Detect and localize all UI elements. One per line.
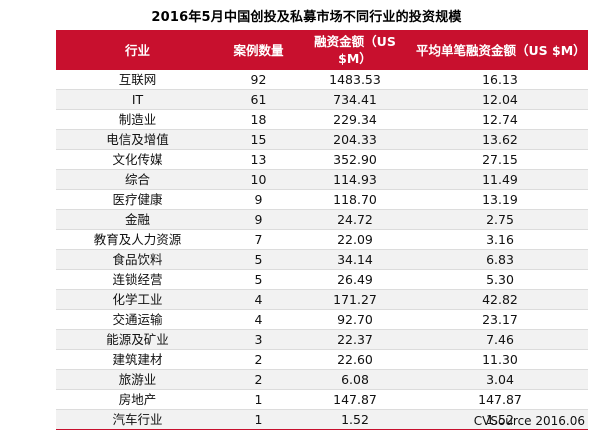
avg-amount-cell: 5.30 — [412, 269, 588, 290]
amount-cell: 1483.53 — [298, 70, 412, 90]
industry-cell: 电信及增值 — [56, 129, 219, 150]
table-row: 房地产 1 147.87 147.87 — [56, 389, 588, 410]
deal-count-cell: 15 — [219, 129, 298, 150]
industry-cell: 医疗健康 — [56, 189, 219, 210]
avg-amount-cell: 12.04 — [412, 89, 588, 110]
avg-amount-cell: 27.15 — [412, 149, 588, 170]
deal-count-cell: 4 — [219, 289, 298, 310]
table-row: 能源及矿业 3 22.37 7.46 — [56, 329, 588, 350]
industry-cell: 互联网 — [56, 70, 219, 90]
table-row: 教育及人力资源 7 22.09 3.16 — [56, 229, 588, 250]
avg-amount-cell: 11.30 — [412, 349, 588, 370]
deal-count-cell: 61 — [219, 89, 298, 110]
industry-cell: 教育及人力资源 — [56, 229, 219, 250]
amount-cell: 24.72 — [298, 209, 412, 230]
industry-cell: 旅游业 — [56, 369, 219, 390]
deal-count-cell: 10 — [219, 169, 298, 190]
industry-cell: 汽车行业 — [56, 409, 219, 430]
amount-cell: 22.37 — [298, 329, 412, 350]
deal-count-cell: 1 — [219, 389, 298, 410]
industry-cell: 能源及矿业 — [56, 329, 219, 350]
amount-cell: 229.34 — [298, 109, 412, 130]
avg-amount-cell: 3.16 — [412, 229, 588, 250]
deal-count-cell: 18 — [219, 109, 298, 130]
deal-count-cell: 3 — [219, 329, 298, 350]
amount-cell: 734.41 — [298, 89, 412, 110]
table-row: 交通运输 4 92.70 23.17 — [56, 309, 588, 330]
deal-count-cell: 13 — [219, 149, 298, 170]
table-row: 医疗健康 9 118.70 13.19 — [56, 189, 588, 210]
industry-cell: 制造业 — [56, 109, 219, 130]
avg-amount-cell: 23.17 — [412, 309, 588, 330]
table-row: IT 61 734.41 12.04 — [56, 89, 588, 110]
deal-count-cell: 2 — [219, 349, 298, 370]
amount-cell: 118.70 — [298, 189, 412, 210]
industry-cell: 食品饮料 — [56, 249, 219, 270]
avg-amount-cell: 1.52 — [412, 409, 588, 430]
avg-amount-cell: 13.62 — [412, 129, 588, 150]
industry-cell: 化学工业 — [56, 289, 219, 310]
avg-amount-cell: 7.46 — [412, 329, 588, 350]
table-row: 综合 10 114.93 11.49 — [56, 169, 588, 190]
avg-amount-cell: 6.83 — [412, 249, 588, 270]
amount-cell: 204.33 — [298, 129, 412, 150]
industry-cell: 建筑建材 — [56, 349, 219, 370]
amount-cell: 92.70 — [298, 309, 412, 330]
header-amount: 融资金额（US $M） — [298, 30, 412, 70]
header-avg-amount: 平均单笔融资金额（US $M） — [412, 30, 588, 70]
avg-amount-cell: 16.13 — [412, 70, 588, 90]
deal-count-cell: 4 — [219, 309, 298, 330]
avg-amount-cell: 42.82 — [412, 289, 588, 310]
table-row: 文化传媒 13 352.90 27.15 — [56, 149, 588, 170]
avg-amount-cell: 147.87 — [412, 389, 588, 410]
table-row: 旅游业 2 6.08 3.04 — [56, 369, 588, 390]
industry-cell: 房地产 — [56, 389, 219, 410]
deal-count-cell: 9 — [219, 209, 298, 230]
amount-cell: 22.60 — [298, 349, 412, 370]
deal-count-cell: 5 — [219, 249, 298, 270]
table-body: 互联网 92 1483.53 16.13 IT 61 734.41 12.04 制造业 18 229… — [56, 70, 588, 430]
deal-count-cell: 1 — [219, 409, 298, 430]
header-row: 行业 案例数量 融资金额（US $M） 平均单笔融资金额（US $M） — [56, 30, 588, 70]
table-row: 建筑建材 2 22.60 11.30 — [56, 349, 588, 370]
avg-amount-cell: 2.75 — [412, 209, 588, 230]
deal-count-cell: 2 — [219, 369, 298, 390]
table-row: 制造业 18 229.34 12.74 — [56, 109, 588, 130]
deal-count-cell: 5 — [219, 269, 298, 290]
amount-cell: 6.08 — [298, 369, 412, 390]
source-note: CVSource 2016.06 — [473, 414, 585, 428]
table-row: 食品饮料 5 34.14 6.83 — [56, 249, 588, 270]
table-row: 汽车行业 1 1.52 1.52 — [56, 409, 588, 430]
amount-cell: 22.09 — [298, 229, 412, 250]
amount-cell: 352.90 — [298, 149, 412, 170]
industry-cell: 金融 — [56, 209, 219, 230]
industry-cell: 综合 — [56, 169, 219, 190]
deal-count-cell: 9 — [219, 189, 298, 210]
header-deal-count: 案例数量 — [219, 30, 298, 70]
amount-cell: 114.93 — [298, 169, 412, 190]
amount-cell: 1.52 — [298, 409, 412, 430]
industry-cell: IT — [56, 89, 219, 110]
avg-amount-cell: 13.19 — [412, 189, 588, 210]
industry-cell: 连锁经营 — [56, 269, 219, 290]
industry-cell: 交通运输 — [56, 309, 219, 330]
table-row: 金融 9 24.72 2.75 — [56, 209, 588, 230]
industry-investment-table: 行业 案例数量 融资金额（US $M） 平均单笔融资金额（US $M） 互联网 9… — [56, 30, 588, 430]
table-title: 2016年5月中国创投及私募市场不同行业的投资规模 — [151, 10, 462, 25]
table-row: 互联网 92 1483.53 16.13 — [56, 70, 588, 90]
amount-cell: 147.87 — [298, 389, 412, 410]
table-row: 连锁经营 5 26.49 5.30 — [56, 269, 588, 290]
table-row: 化学工业 4 171.27 42.82 — [56, 289, 588, 310]
deal-count-cell: 7 — [219, 229, 298, 250]
avg-amount-cell: 11.49 — [412, 169, 588, 190]
avg-amount-cell: 3.04 — [412, 369, 588, 390]
amount-cell: 171.27 — [298, 289, 412, 310]
amount-cell: 26.49 — [298, 269, 412, 290]
avg-amount-cell: 12.74 — [412, 109, 588, 130]
table-row: 电信及增值 15 204.33 13.62 — [56, 129, 588, 150]
header-industry: 行业 — [56, 30, 219, 70]
industry-cell: 文化传媒 — [56, 149, 219, 170]
amount-cell: 34.14 — [298, 249, 412, 270]
deal-count-cell: 92 — [219, 70, 298, 90]
